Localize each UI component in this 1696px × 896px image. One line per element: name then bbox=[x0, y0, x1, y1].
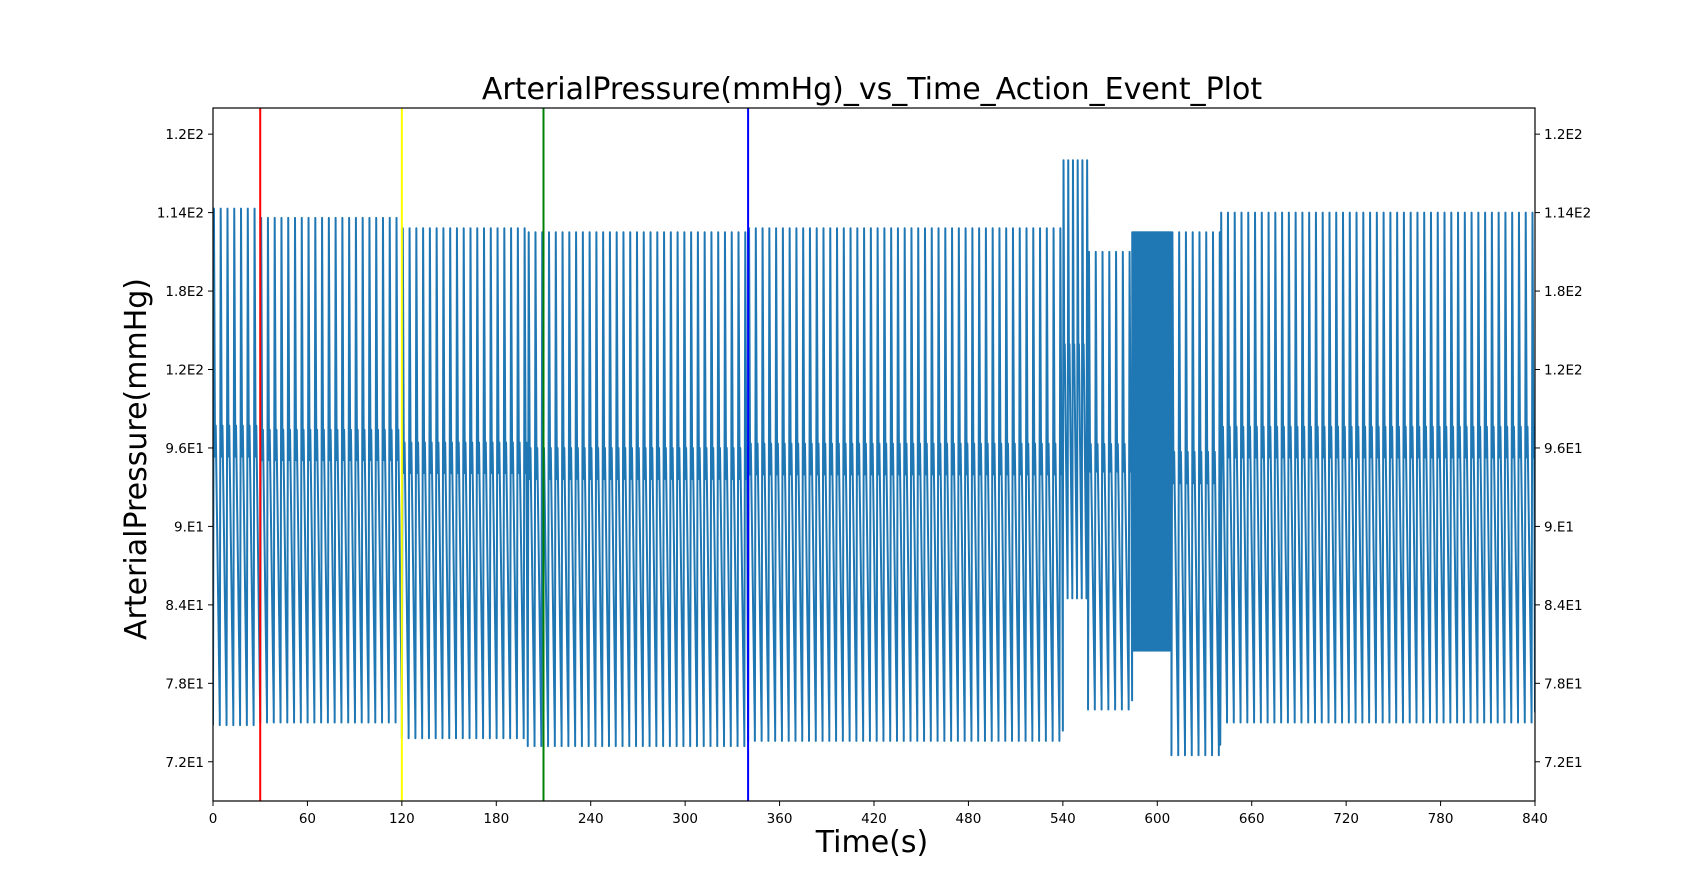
plot-area: 0 60 120 180 240 300 360 420 480 540 600 660 720 780 8… bbox=[157, 107, 1591, 827]
y-tick-label-right-0: 7.2E1 bbox=[1544, 755, 1583, 771]
x-tick-label-1: 60 bbox=[299, 811, 316, 827]
y-tick-label-right-5: 1.2E2 bbox=[1544, 363, 1583, 379]
y-tick-label-left-3: 9.E1 bbox=[174, 519, 204, 535]
y-tick-label-left-0: 7.2E1 bbox=[165, 755, 204, 771]
y-tick-label-left-6: 1.8E2 bbox=[165, 284, 204, 300]
y-tick-label-right-2: 8.4E1 bbox=[1544, 598, 1583, 614]
x-tick-label-14: 840 bbox=[1522, 811, 1548, 827]
y-tick-label-left-8: 1.2E2 bbox=[165, 127, 204, 143]
y-tick-label-left-1: 7.8E1 bbox=[165, 676, 204, 692]
y-tick-label-right-3: 9.E1 bbox=[1544, 519, 1574, 535]
x-tick-label-2: 120 bbox=[389, 811, 415, 827]
x-tick-label-0: 0 bbox=[209, 811, 218, 827]
x-tick-label-13: 780 bbox=[1428, 811, 1454, 827]
y-tick-label-left-2: 8.4E1 bbox=[165, 598, 204, 614]
y-tick-label-left-7: 1.14E2 bbox=[157, 206, 204, 222]
x-tick-label-3: 180 bbox=[483, 811, 509, 827]
y-tick-label-right-7: 1.14E2 bbox=[1544, 206, 1591, 222]
y-tick-label-right-8: 1.2E2 bbox=[1544, 127, 1583, 143]
y-tick-label-left-5: 1.2E2 bbox=[165, 363, 204, 379]
x-tick-label-10: 600 bbox=[1144, 811, 1170, 827]
y-axis-label: ArterialPressure(mmHg) bbox=[119, 278, 154, 640]
x-tick-label-4: 240 bbox=[578, 811, 604, 827]
y-tick-label-right-1: 7.8E1 bbox=[1544, 676, 1583, 692]
x-axis-label: Time(s) bbox=[815, 825, 928, 860]
chart-title: ArterialPressure(mmHg)_vs_Time_Action_Ev… bbox=[482, 72, 1263, 107]
x-tick-label-9: 540 bbox=[1050, 811, 1076, 827]
x-tick-label-7: 420 bbox=[861, 811, 887, 827]
x-tick-label-11: 660 bbox=[1239, 811, 1265, 827]
series-line-0 bbox=[213, 159, 1535, 757]
x-tick-label-12: 720 bbox=[1333, 811, 1359, 827]
x-tick-label-5: 300 bbox=[672, 811, 698, 827]
y-tick-label-right-4: 9.6E1 bbox=[1544, 441, 1583, 457]
y-tick-label-left-4: 9.6E1 bbox=[165, 441, 204, 457]
x-tick-label-8: 480 bbox=[956, 811, 982, 827]
x-tick-label-6: 360 bbox=[767, 811, 793, 827]
y-tick-label-right-6: 1.8E2 bbox=[1544, 284, 1583, 300]
